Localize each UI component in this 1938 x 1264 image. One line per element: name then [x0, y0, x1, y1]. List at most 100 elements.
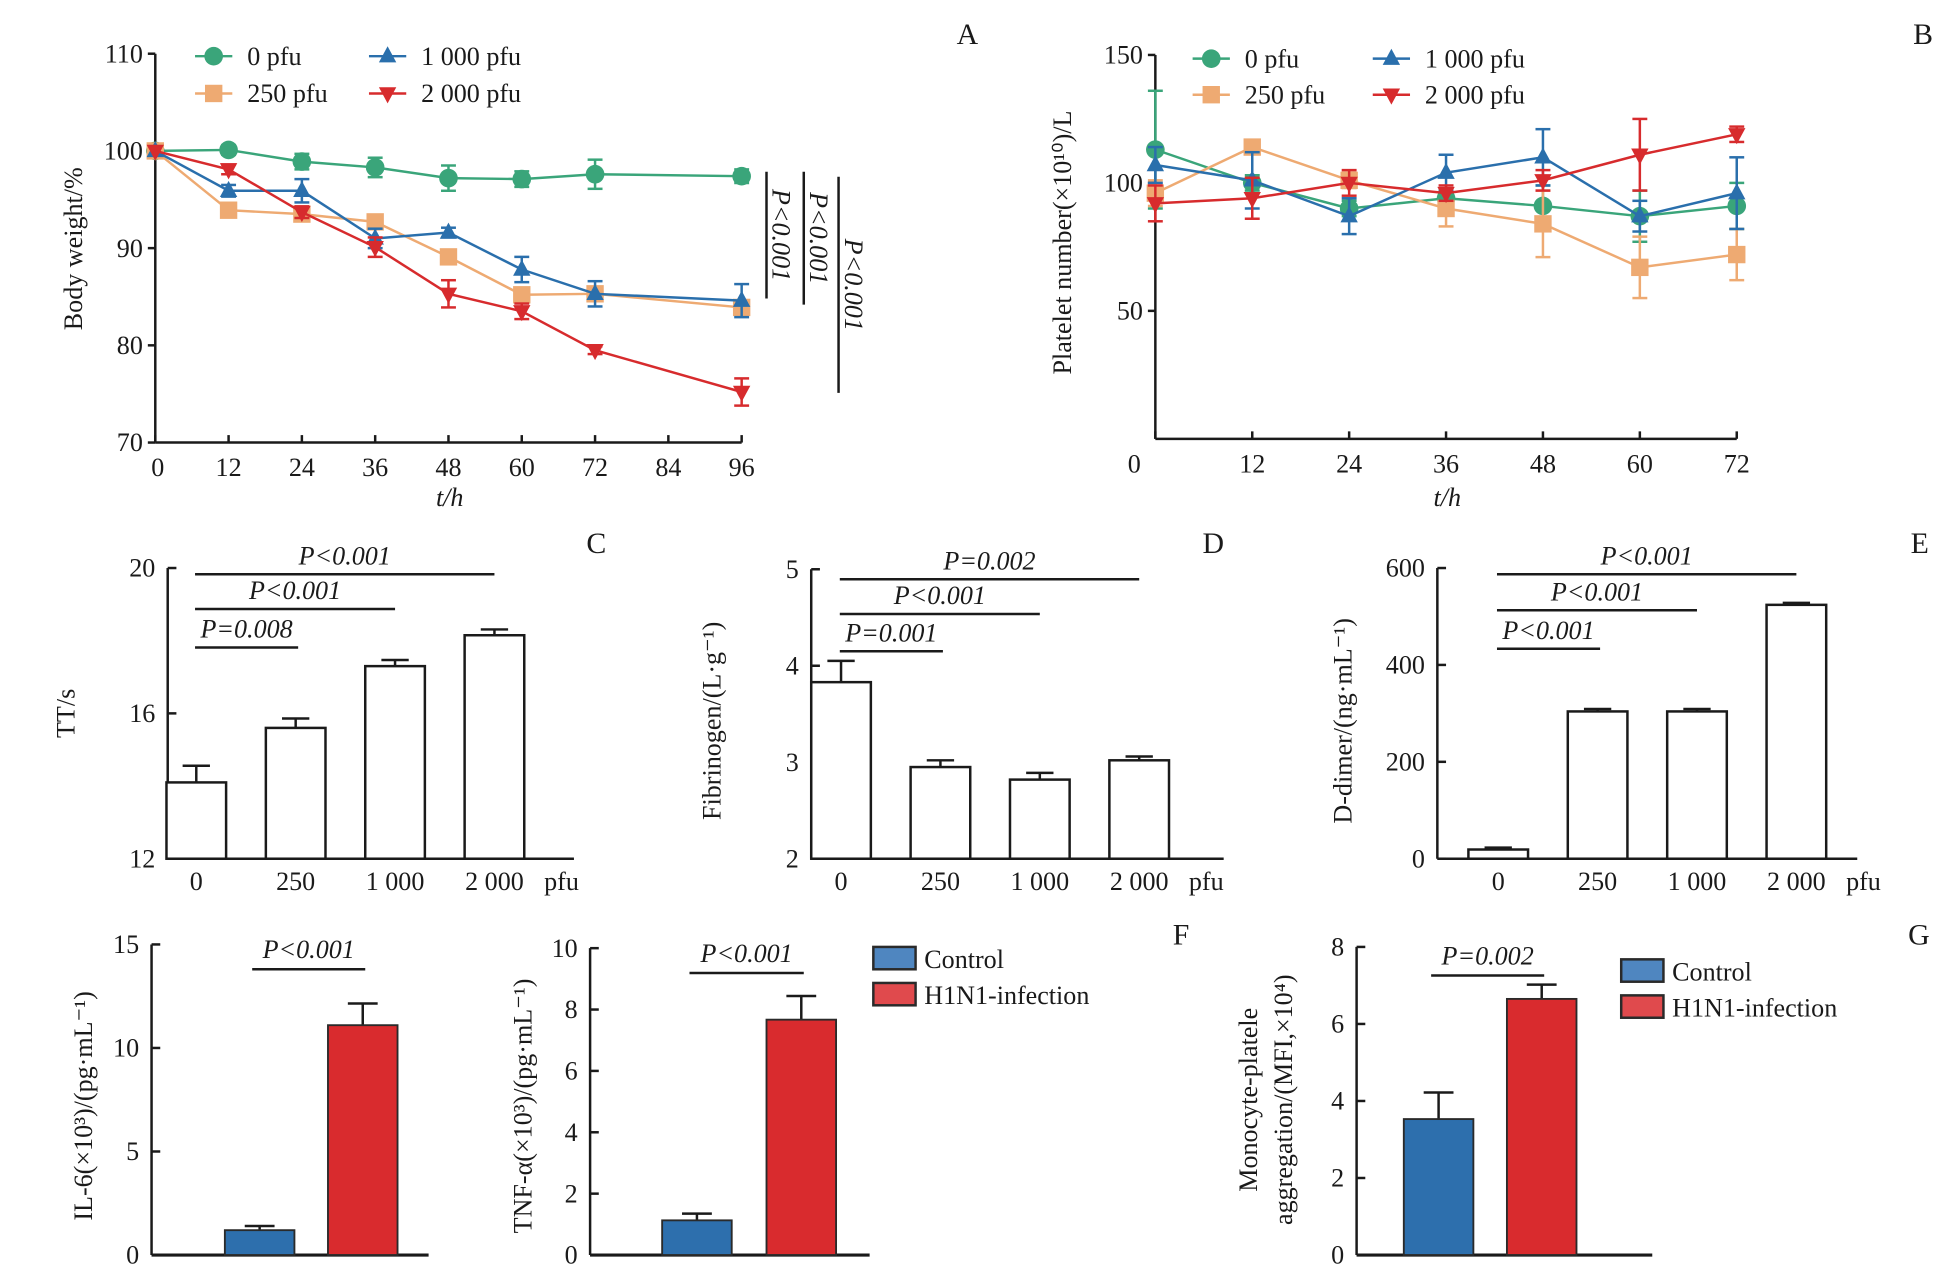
y-tick-label: 0	[1412, 844, 1425, 873]
panel-label: A	[957, 18, 979, 51]
y-axis-label: aggregation/(MFI,×10⁴)	[1269, 974, 1298, 1224]
series-2000pfu	[146, 144, 751, 407]
y-tick-label: 150	[1104, 41, 1143, 70]
data-point-triangle-up	[1728, 183, 1746, 200]
y-tick-label: 4	[786, 651, 799, 680]
x-tick-label: 96	[729, 453, 755, 482]
y-axis-label: TT/s	[52, 689, 81, 738]
bar	[1008, 778, 1071, 860]
y-tick-label: 8	[565, 995, 578, 1024]
y-tick-label: 100	[1104, 169, 1143, 198]
legend-swatch	[872, 945, 917, 971]
y-tick-label: 50	[1117, 297, 1143, 326]
legend-label: 1 000 pfu	[421, 42, 521, 71]
legend-label: 0 pfu	[1245, 44, 1299, 73]
legend-item: H1N1-infection	[872, 981, 1089, 1010]
legend-marker-circle	[204, 46, 223, 66]
data-point-triangle-down	[1631, 148, 1649, 165]
x-tick-label: 250	[921, 867, 960, 896]
y-tick-label: 5	[126, 1137, 139, 1166]
data-point-triangle-down	[1728, 128, 1746, 145]
tnf-alpha-bar-chart: 0 2 4 6 8 10 TNF-α(×10³)/(pg·mL⁻¹) P<0.001	[509, 934, 870, 1264]
y-tick-label: 15	[113, 930, 139, 959]
x-tick-label: 0	[190, 867, 203, 896]
x-tick-label: 72	[1724, 449, 1750, 478]
panel-label: F	[1173, 918, 1190, 951]
bar-control	[661, 1219, 733, 1256]
legend-marker-triangle-up	[378, 46, 397, 63]
y-tick-label: 6	[1331, 1010, 1344, 1039]
bar	[1467, 848, 1530, 860]
p-value-label: P=0.001	[844, 618, 937, 647]
data-point-square	[513, 286, 531, 304]
x-tick-label: 60	[509, 453, 535, 482]
data-point-triangle-up	[513, 259, 531, 276]
y-axis-label: Monocyte-platele	[1234, 1008, 1263, 1192]
bar	[1566, 710, 1629, 860]
y-tick-label: 16	[129, 699, 155, 728]
data-point-triangle-up	[1631, 206, 1649, 223]
x-unit-label: pfu	[1189, 867, 1224, 896]
legend-item: 1 000 pfu	[1372, 44, 1525, 73]
bar-control	[1402, 1118, 1475, 1256]
y-tick-label: 2	[565, 1179, 578, 1208]
legend-item: Control	[1619, 957, 1752, 986]
legend-label: 250 pfu	[247, 79, 327, 108]
bar	[1108, 759, 1171, 860]
p-value-label: P=0.002	[942, 546, 1035, 575]
y-tick-label: 90	[117, 234, 143, 263]
legend-item: 2 000 pfu	[368, 79, 521, 108]
x-tick-label: 1 000	[366, 867, 425, 896]
legend-item: 2 000 pfu	[1372, 80, 1525, 109]
legend-label: 2 000 pfu	[421, 79, 521, 108]
y-tick-label: 8	[1331, 933, 1344, 962]
data-point-triangle-down	[732, 385, 751, 402]
p-value-label: P<0.001	[248, 576, 341, 605]
bar	[463, 634, 526, 860]
y-tick-label: 10	[552, 934, 578, 963]
y-tick-label: 3	[786, 748, 799, 777]
series-line	[154, 149, 742, 302]
legend-label: 1 000 pfu	[1425, 44, 1525, 73]
y-tick-label: 110	[105, 39, 143, 68]
bar	[809, 680, 873, 860]
y-tick-label: 12	[129, 844, 155, 873]
data-point-triangle-up	[1340, 206, 1358, 223]
data-point-circle	[585, 164, 605, 184]
y-tick-label: 400	[1386, 651, 1425, 680]
x-tick-label: 24	[289, 453, 315, 482]
legend-marker-triangle-down	[378, 87, 397, 104]
p-value-label: P<0.001	[804, 191, 833, 284]
y-tick-label: 200	[1386, 748, 1425, 777]
legend-label: H1N1-infection	[924, 981, 1089, 1010]
x-tick-label: 0	[835, 867, 848, 896]
legend-item: 0 pfu	[1192, 44, 1299, 73]
p-value-label: P<0.001	[1600, 541, 1693, 570]
legend-marker-square	[1202, 86, 1220, 104]
data-point-triangle-down	[366, 240, 384, 258]
p-value-label: P<0.001	[767, 188, 796, 281]
legend-marker-triangle-down	[1382, 88, 1401, 105]
y-tick-label: 4	[565, 1118, 578, 1147]
x-axis-label: t/h	[436, 483, 464, 512]
panel-c-bar-chart: C 12 16 20 TT/s 0 250 1 000 2 000 pfu P=0.008 P<0.0…	[52, 527, 607, 896]
panel-g-bar-chart: G 0 2 4 6 8 P=0.002 Monocyte-platele aggregation…	[1234, 918, 1930, 1264]
il6-bar-chart: 0 5 10 15 IL-6(×10³)/(pg·mL⁻¹) P<0.001	[69, 930, 429, 1264]
data-point-triangle-down	[1534, 174, 1552, 191]
data-point-square	[1437, 199, 1455, 218]
y-tick-label: 4	[1331, 1087, 1344, 1116]
y-tick-label: 20	[129, 554, 155, 583]
bar	[363, 664, 427, 860]
y-tick-label: 6	[565, 1057, 578, 1086]
x-unit-label: pfu	[1846, 867, 1881, 896]
p-value-label: P<0.001	[839, 238, 868, 331]
y-axis-label: Fibrinogen/(L·g⁻¹)	[698, 622, 727, 820]
p-value-label: P<0.001	[700, 939, 793, 968]
y-tick-label: 0	[1331, 1241, 1344, 1264]
y-tick-label: 80	[117, 331, 143, 360]
data-point-triangle-up	[293, 180, 311, 197]
legend-marker-square	[204, 84, 223, 103]
legend-item: 1 000 pfu	[368, 42, 521, 71]
bar	[1665, 710, 1729, 860]
